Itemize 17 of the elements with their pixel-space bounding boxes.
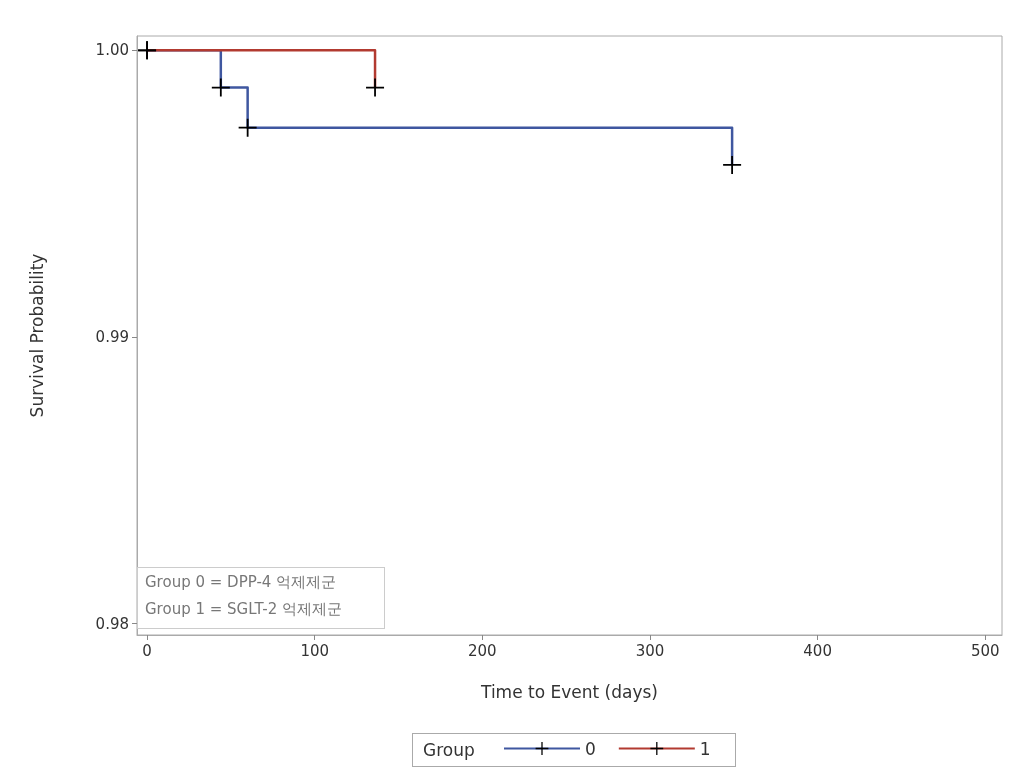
note-box: Group 0 = DPP-4 억제제군 Group 1 = SGLT-2 억제제군 [137, 567, 385, 629]
x-tick-label: 200 [468, 641, 497, 660]
annotation: Group 0 = DPP-4 억제제군 [145, 573, 337, 592]
legend-title: Group [423, 739, 475, 760]
x-tick-label: 100 [300, 641, 330, 660]
annotation: Group 1 = SGLT-2 억제제군 [145, 600, 343, 619]
x-tick-label: 500 [970, 641, 1000, 660]
legend-label: 0 [585, 738, 596, 759]
y-tick-label: 1.00 [95, 41, 129, 60]
x-axis-title: Time to Event (days) [480, 681, 658, 702]
y-tick-label: 0.99 [95, 327, 129, 346]
legend-label: 1 [699, 738, 711, 759]
y-tick-label: 0.98 [95, 614, 129, 633]
x-tick-label: 0 [142, 641, 152, 660]
y-axis-title: Survival Probability [26, 253, 47, 418]
x-tick-label: 300 [635, 641, 665, 660]
x-tick-label: 400 [803, 641, 832, 660]
